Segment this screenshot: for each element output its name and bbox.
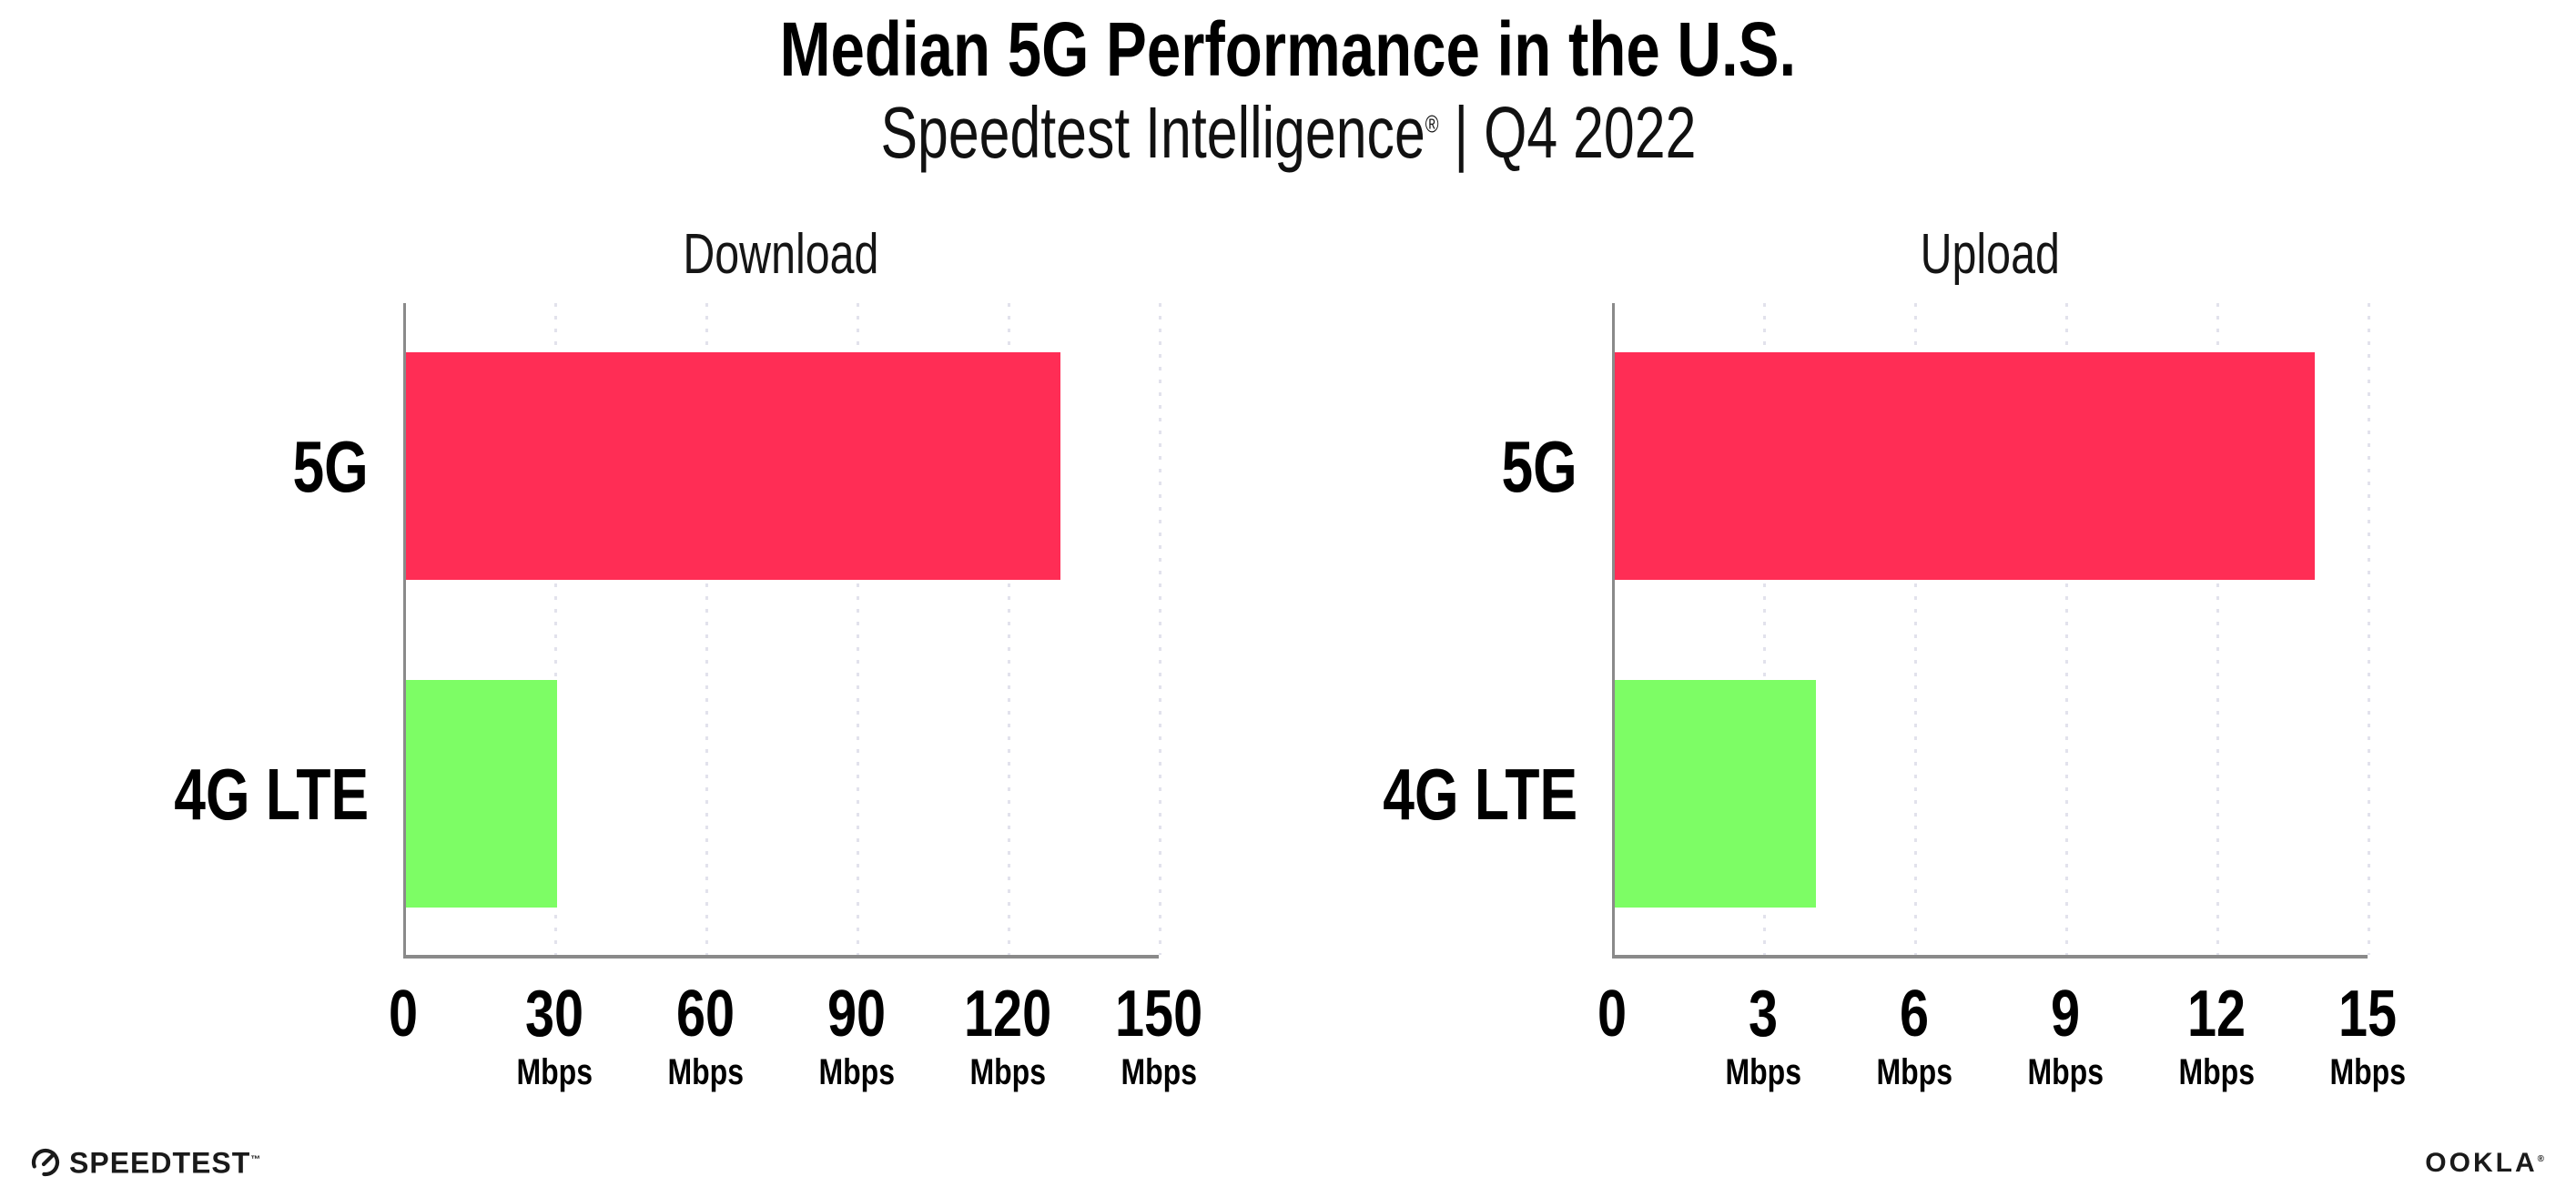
gridline-15-mbps [2368, 303, 2370, 955]
page-subtitle-text: Speedtest Intelligence® | Q4 2022 [880, 93, 1696, 173]
gridline-12-mbps [2216, 303, 2219, 955]
speedtest-logo: SPEEDTEST™ [30, 1143, 261, 1180]
x-tick-value: 60 [675, 978, 735, 1050]
x-tick-unit: Mbps [818, 1052, 895, 1092]
category-label-upload-5g: 5G [1195, 421, 1577, 512]
registered-mark: ® [1425, 110, 1439, 138]
download-plot-area [403, 303, 1161, 959]
speedtest-gauge-icon [31, 1148, 60, 1177]
trademark-mark: ™ [250, 1154, 262, 1166]
gridline-30-mbps [554, 303, 557, 955]
x-tick-unit: Mbps [667, 1052, 744, 1092]
x-tick-unit: Mbps [969, 1052, 1046, 1092]
x-tick-value: 0 [388, 978, 419, 1050]
x-tick-value: 9 [2050, 978, 2081, 1050]
x-tick-unit: Mbps [1725, 1052, 1801, 1092]
upload-chart-title: Upload [1612, 222, 2368, 287]
gridline-60-mbps [705, 303, 708, 955]
ookla-label: OOKLA [2425, 1148, 2538, 1178]
bar-upload-4g-lte [1615, 680, 1817, 908]
gridline-9-mbps [2065, 303, 2068, 955]
download-chart-title-text: Download [683, 223, 879, 286]
category-label-text: 5G [1501, 426, 1577, 507]
bar-upload-5g [1615, 352, 2316, 580]
category-label-text: 4G LTE [174, 754, 369, 835]
category-label-text: 4G LTE [1383, 754, 1577, 835]
subtitle-brand: Speedtest Intelligence [880, 92, 1425, 173]
page-title-text: Median 5G Performance in the U.S. [779, 6, 1797, 92]
upload-chart-title-text: Upload [1920, 223, 2060, 286]
x-tick-unit: Mbps [2027, 1052, 2104, 1092]
x-tick-value: 90 [827, 978, 887, 1050]
x-tick-unit: Mbps [2329, 1052, 2406, 1092]
x-tick-unit: Mbps [1876, 1052, 1952, 1092]
gridline-90-mbps [857, 303, 859, 955]
x-tick-value: 15 [2338, 978, 2398, 1050]
x-tick-value: 12 [2186, 978, 2246, 1050]
download-chart-title: Download [403, 222, 1159, 287]
category-label-upload-4g-lte: 4G LTE [1195, 749, 1577, 840]
x-tick-value: 120 [963, 978, 1052, 1050]
x-tick-unit: Mbps [516, 1052, 593, 1092]
x-tick-value: 3 [1748, 978, 1779, 1050]
page-title: Median 5G Performance in the U.S. [0, 6, 2576, 92]
gridline-6-mbps [1914, 303, 1917, 955]
speedtest-label: SPEEDTEST [69, 1146, 251, 1180]
gridline-3-mbps [1763, 303, 1766, 955]
speedtest-wordmark: SPEEDTEST™ [69, 1143, 261, 1180]
subtitle-period: | Q4 2022 [1438, 92, 1696, 173]
gridline-150-mbps [1159, 303, 1161, 955]
x-tick-value: 0 [1597, 978, 1628, 1050]
gridline-120-mbps [1008, 303, 1010, 955]
x-tick-value: 6 [1899, 978, 1930, 1050]
ookla-registered-mark: ® [2537, 1154, 2544, 1164]
x-tick-unit: Mbps [1121, 1052, 1197, 1092]
x-tick-value: 150 [1114, 978, 1203, 1050]
category-label-download-4g-lte: 4G LTE [0, 749, 369, 840]
ookla-logo: OOKLA® [2425, 1143, 2544, 1180]
bar-download-5g [406, 352, 1061, 580]
upload-plot-area [1612, 303, 2370, 959]
page-subtitle: Speedtest Intelligence® | Q4 2022 [0, 93, 2576, 173]
bar-download-4g-lte [406, 680, 557, 908]
x-tick-value: 30 [524, 978, 584, 1050]
x-tick-unit: Mbps [2178, 1052, 2255, 1092]
category-label-download-5g: 5G [0, 421, 369, 512]
category-label-text: 5G [292, 426, 369, 507]
